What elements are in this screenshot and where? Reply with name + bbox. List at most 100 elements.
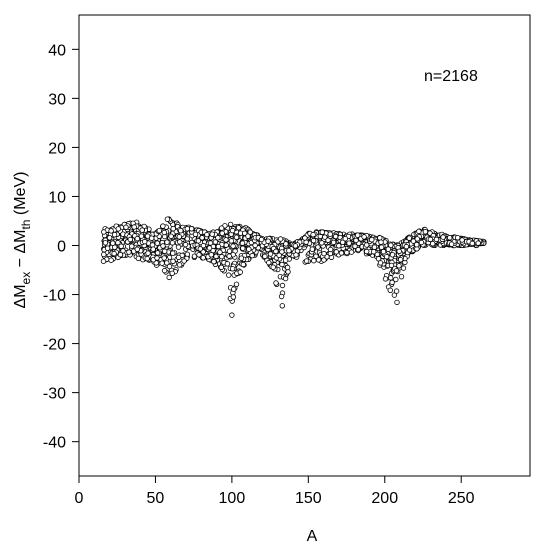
data-point: [126, 249, 132, 255]
data-point: [427, 236, 434, 243]
data-point: [230, 294, 237, 300]
data-point: [336, 243, 342, 249]
x-tick-label: 50: [147, 490, 165, 507]
data-point: [230, 286, 237, 292]
data-point: [104, 245, 111, 251]
data-point: [235, 225, 242, 231]
y-label-sub2: th: [19, 220, 33, 230]
y-tick-label: 20: [48, 140, 66, 157]
data-point: [215, 243, 222, 250]
data-point: [154, 255, 160, 261]
data-point: [238, 255, 245, 261]
data-point: [181, 258, 187, 264]
data-point: [129, 243, 135, 249]
data-point: [240, 261, 246, 268]
data-point: [279, 249, 285, 255]
data-point: [355, 232, 361, 238]
y-label-suffix: (MeV): [12, 172, 29, 220]
y-tick-label: 0: [57, 239, 66, 256]
y-tick-label: -20: [43, 337, 66, 354]
data-point: [393, 268, 400, 274]
data-point: [303, 258, 310, 264]
data-point: [273, 280, 279, 286]
data-point: [397, 257, 404, 263]
data-point: [223, 237, 229, 243]
data-point: [344, 249, 350, 256]
data-point: [332, 233, 339, 240]
data-point: [233, 234, 240, 240]
data-point: [406, 247, 413, 253]
data-point: [226, 248, 233, 254]
data-point: [283, 241, 289, 247]
data-point: [101, 229, 107, 235]
data-point: [327, 231, 333, 237]
data-point: [115, 239, 121, 246]
data-point: [164, 216, 171, 222]
data-point: [433, 236, 440, 243]
data-point: [273, 248, 279, 255]
data-point: [115, 226, 121, 232]
data-point: [247, 229, 253, 235]
data-point: [106, 235, 113, 241]
data-point: [327, 246, 334, 253]
data-point: [276, 252, 282, 258]
data-point: [284, 264, 291, 271]
y-axis-label: ΔMex − ΔMth (MeV): [12, 172, 33, 309]
data-point: [352, 243, 358, 249]
data-point: [313, 253, 319, 259]
data-point: [218, 264, 224, 271]
y-tick-label: 40: [48, 42, 66, 59]
data-point: [246, 246, 252, 252]
data-point: [430, 240, 436, 247]
data-point: [156, 227, 162, 234]
data-point: [160, 223, 166, 229]
data-point: [245, 233, 251, 239]
data-point: [270, 264, 276, 270]
data-point: [208, 252, 214, 258]
x-tick-label: 0: [75, 490, 84, 507]
data-point: [340, 239, 346, 245]
data-point: [134, 246, 140, 252]
data-point: [154, 250, 161, 256]
data-point: [388, 242, 394, 248]
data-point: [440, 234, 446, 240]
data-point: [302, 235, 308, 241]
y-label-prefix: ΔM: [12, 284, 29, 308]
data-point: [207, 240, 214, 246]
data-point: [342, 235, 348, 242]
data-point: [164, 260, 170, 266]
data-point: [293, 252, 299, 258]
data-point: [346, 240, 352, 246]
data-point: [166, 274, 172, 281]
data-point: [239, 240, 246, 246]
data-point: [237, 269, 243, 275]
data-point: [206, 245, 213, 251]
data-point: [321, 257, 327, 263]
data-point: [219, 253, 225, 260]
data-point: [177, 227, 184, 234]
data-point: [177, 239, 183, 245]
data-point: [224, 261, 231, 267]
data-point: [364, 242, 370, 248]
data-point: [369, 236, 375, 243]
data-point: [361, 234, 367, 240]
data-point: [321, 250, 327, 257]
data-point: [355, 246, 361, 253]
data-point: [384, 254, 390, 260]
data-point: [161, 255, 167, 261]
data-point: [111, 250, 117, 257]
data-point: [325, 237, 331, 243]
data-point: [398, 274, 405, 280]
data-point: [223, 242, 229, 248]
data-point: [175, 254, 182, 261]
data-point: [371, 248, 377, 255]
data-point: [309, 246, 315, 252]
data-point: [217, 249, 223, 255]
data-point: [229, 227, 236, 234]
data-point: [229, 312, 235, 318]
data-point: [364, 248, 370, 255]
data-point: [279, 282, 286, 289]
data-point: [154, 240, 160, 246]
data-point: [176, 262, 183, 268]
data-point: [391, 292, 398, 298]
